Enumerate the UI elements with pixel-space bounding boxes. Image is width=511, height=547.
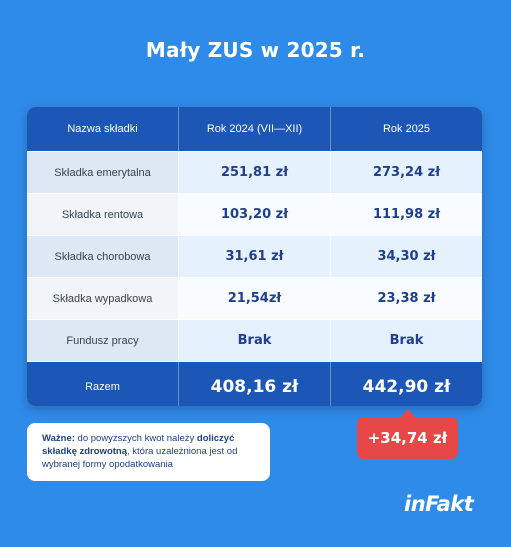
- table-row: Składka emerytalna 251,81 zł 273,24 zł: [27, 151, 482, 193]
- table-row: Składka rentowa 103,20 zł 111,98 zł: [27, 193, 482, 235]
- header-year-2025: Rok 2025: [330, 107, 482, 151]
- note-text-2: , która uzależniona jest od wybranej for…: [42, 446, 238, 470]
- value-2025: Brak: [330, 320, 482, 361]
- value-2025: 34,30 zł: [330, 236, 482, 277]
- value-2025: 23,38 zł: [330, 278, 482, 319]
- value-2025: 273,24 zł: [330, 152, 482, 193]
- difference-badge: +34,74 zł: [357, 417, 458, 459]
- total-2025: 442,90 zł: [330, 362, 482, 406]
- page-title: Mały ZUS w 2025 r.: [145, 38, 366, 62]
- infakt-logo: inFakt: [404, 492, 474, 516]
- total-2024: 408,16 zł: [178, 362, 330, 406]
- note-text-1: do powyższych kwot należy: [74, 433, 197, 444]
- header-year-2024: Rok 2024 (VII—XII): [178, 107, 330, 151]
- value-2025: 111,98 zł: [330, 194, 482, 235]
- value-2024: 251,81 zł: [178, 152, 330, 193]
- contributions-table: Nazwa składki Rok 2024 (VII—XII) Rok 202…: [27, 107, 482, 406]
- value-2024: 31,61 zł: [178, 236, 330, 277]
- row-name: Składka rentowa: [27, 194, 178, 235]
- value-2024: 21,54zł: [178, 278, 330, 319]
- info-note: Ważne: do powyższych kwot należy doliczy…: [27, 423, 270, 481]
- row-name: Składka wypadkowa: [27, 278, 178, 319]
- note-highlight: doliczyć składkę zdrowotną: [42, 433, 235, 457]
- table-row: Fundusz pracy Brak Brak: [27, 319, 482, 361]
- table-header-row: Nazwa składki Rok 2024 (VII—XII) Rok 202…: [27, 107, 482, 151]
- table-row: Składka chorobowa 31,61 zł 34,30 zł: [27, 235, 482, 277]
- total-label: Razem: [85, 381, 120, 393]
- value-2024: 103,20 zł: [178, 194, 330, 235]
- note-label: Ważne:: [42, 433, 75, 444]
- badge-arrow-icon: [400, 409, 416, 418]
- table-total-row: Razem 408,16 zł 442,90 zł: [27, 361, 482, 406]
- row-name: Składka emerytalna: [27, 152, 178, 193]
- row-name: Fundusz pracy: [27, 320, 178, 361]
- value-2024: Brak: [178, 320, 330, 361]
- header-contribution-name: Nazwa składki: [67, 123, 138, 135]
- row-name: Składka chorobowa: [27, 236, 178, 277]
- table-row: Składka wypadkowa 21,54zł 23,38 zł: [27, 277, 482, 319]
